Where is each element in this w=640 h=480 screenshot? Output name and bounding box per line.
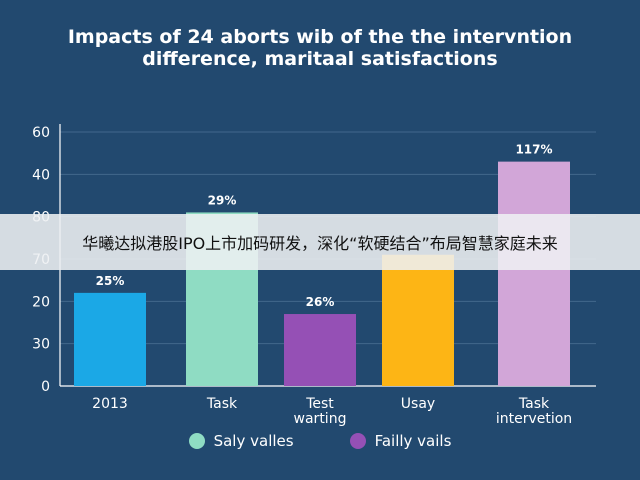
x-tick-label: 2013 [92,396,128,412]
bar [74,292,146,386]
caption-text: 华曦达拟港股IPO上市加码研发，深化“软硬结合”布局智慧家庭未来 [82,234,558,253]
y-tick-label: 20 [32,294,50,310]
bar-value-label: 117% [515,143,552,157]
legend-swatch-1 [188,433,205,449]
x-tick-label: Test warting [294,396,347,427]
legend: Saly valles Failly vails [0,432,640,450]
bar-value-label: 29% [208,193,237,207]
legend-swatch-2 [349,433,366,449]
bar [284,314,356,386]
chart-title-line-2: difference, maritaal satisfactions [142,48,498,70]
y-tick-label: 40 [32,167,50,183]
bar-value-label: 25% [96,274,125,288]
caption-banner: 华曦达拟港股IPO上市加码研发，深化“软硬结合”布局智慧家庭未来 [0,214,640,270]
legend-label-2: Failly vails [374,432,452,450]
x-tick-label: Task intervetion [496,396,572,427]
chart-title: Impacts of 24 aborts wib of the the inte… [0,26,640,70]
x-tick-label: Usay [401,396,435,412]
x-tick-label: Task [206,396,238,412]
bar-value-label: 26% [306,295,335,309]
chart-title-line-1: Impacts of 24 aborts wib of the the inte… [67,26,573,48]
legend-item-1: Saly valles [188,432,294,450]
legend-label-1: Saly valles [213,432,294,450]
y-tick-label: 0 [41,379,50,395]
bar [382,254,454,386]
y-tick-label: 30 [32,337,50,353]
legend-item-2: Failly vails [349,432,452,450]
y-tick-label: 60 [32,125,50,141]
bar [498,161,570,386]
